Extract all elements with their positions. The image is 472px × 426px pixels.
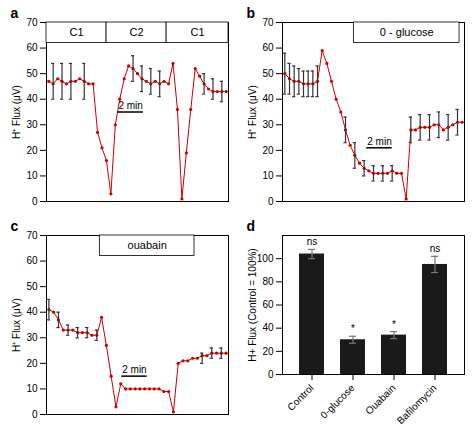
svg-text:40: 40 bbox=[26, 306, 38, 317]
svg-text:2 min: 2 min bbox=[367, 136, 391, 147]
svg-text:ns: ns bbox=[430, 243, 441, 254]
svg-text:60: 60 bbox=[262, 42, 274, 53]
svg-text:Ouabain: Ouabain bbox=[363, 382, 398, 417]
svg-text:80: 80 bbox=[262, 276, 274, 287]
svg-text:Control: Control bbox=[285, 382, 316, 413]
svg-text:20: 20 bbox=[262, 346, 274, 357]
svg-text:60: 60 bbox=[26, 42, 38, 53]
svg-text:*: * bbox=[351, 323, 355, 334]
svg-text:20: 20 bbox=[26, 358, 38, 369]
svg-text:0: 0 bbox=[32, 409, 38, 420]
svg-text:50: 50 bbox=[26, 68, 38, 79]
svg-text:70: 70 bbox=[262, 17, 274, 28]
svg-text:Bafilomycin: Bafilomycin bbox=[395, 382, 439, 426]
svg-text:a: a bbox=[11, 5, 19, 21]
svg-text:H+ Flux (Control = 100%): H+ Flux (Control = 100%) bbox=[247, 248, 258, 361]
svg-text:100: 100 bbox=[257, 253, 274, 264]
svg-text:40: 40 bbox=[262, 322, 274, 333]
svg-text:2 min: 2 min bbox=[122, 364, 146, 375]
svg-text:ouabain: ouabain bbox=[128, 239, 167, 251]
svg-text:60: 60 bbox=[262, 299, 274, 310]
svg-text:c: c bbox=[11, 218, 19, 234]
svg-text:30: 30 bbox=[262, 119, 274, 130]
svg-text:d: d bbox=[247, 218, 256, 234]
svg-text:C1: C1 bbox=[69, 26, 83, 38]
svg-text:C2: C2 bbox=[130, 26, 144, 38]
svg-text:0-glucose: 0-glucose bbox=[318, 382, 357, 421]
svg-text:H⁺ Flux (μV): H⁺ Flux (μV) bbox=[11, 298, 22, 352]
svg-text:70: 70 bbox=[26, 230, 38, 241]
svg-text:30: 30 bbox=[26, 332, 38, 343]
svg-text:2 min: 2 min bbox=[118, 100, 142, 111]
svg-text:10: 10 bbox=[26, 170, 38, 181]
svg-text:10: 10 bbox=[262, 170, 274, 181]
svg-text:b: b bbox=[247, 5, 256, 21]
svg-text:20: 20 bbox=[26, 145, 38, 156]
svg-text:H⁺ Flux (μV): H⁺ Flux (μV) bbox=[11, 85, 22, 139]
svg-text:40: 40 bbox=[26, 93, 38, 104]
svg-text:ns: ns bbox=[307, 236, 318, 247]
svg-text:60: 60 bbox=[26, 255, 38, 266]
svg-text:H⁺ Flux (μV): H⁺ Flux (μV) bbox=[247, 85, 258, 139]
svg-text:50: 50 bbox=[262, 68, 274, 79]
svg-text:50: 50 bbox=[26, 281, 38, 292]
svg-text:30: 30 bbox=[26, 119, 38, 130]
svg-text:*: * bbox=[392, 319, 396, 330]
svg-text:10: 10 bbox=[26, 383, 38, 394]
svg-text:C1: C1 bbox=[191, 26, 205, 38]
svg-text:0: 0 bbox=[268, 369, 274, 380]
svg-text:40: 40 bbox=[262, 93, 274, 104]
svg-text:0: 0 bbox=[32, 196, 38, 207]
svg-text:0: 0 bbox=[268, 196, 274, 207]
svg-text:70: 70 bbox=[26, 17, 38, 28]
svg-text:20: 20 bbox=[262, 145, 274, 156]
svg-text:0 - glucose: 0 - glucose bbox=[380, 26, 434, 38]
